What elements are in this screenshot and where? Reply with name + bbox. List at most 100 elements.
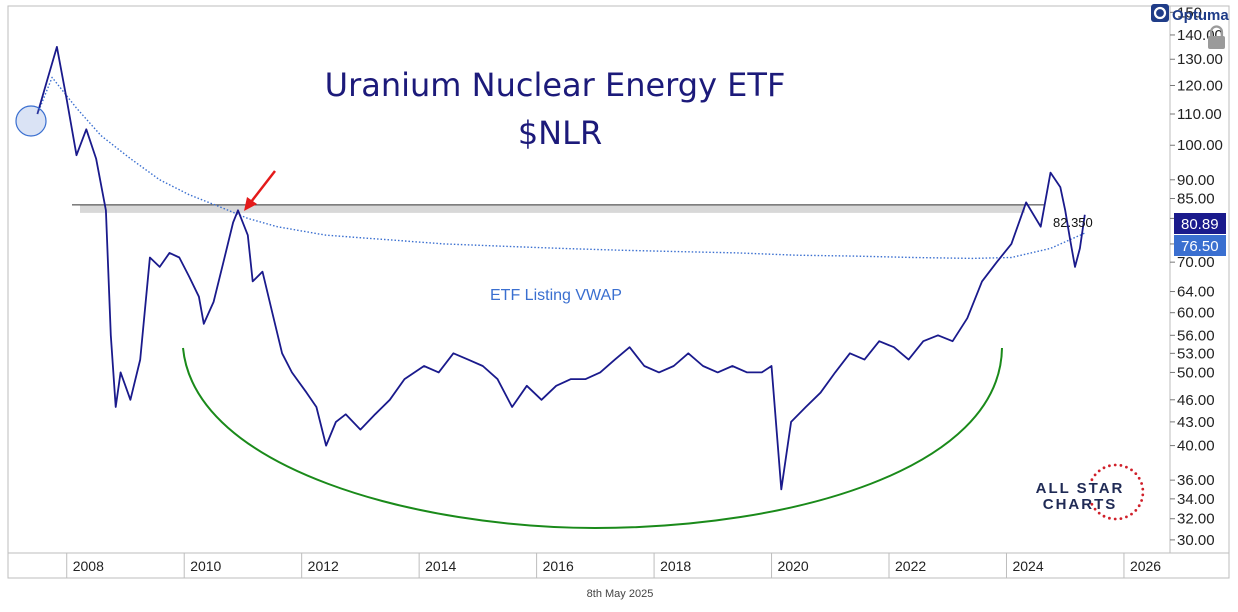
vwap-point-20 bbox=[913, 257, 915, 259]
star-dot-6 bbox=[1119, 464, 1123, 467]
star-dot-0 bbox=[1090, 478, 1094, 482]
y-tick-label-2: 34.00 bbox=[1177, 491, 1215, 508]
price-point-76 bbox=[952, 340, 954, 342]
price-point-27 bbox=[271, 312, 273, 314]
price-point-63 bbox=[771, 365, 773, 367]
star-ring-icon bbox=[1090, 463, 1145, 521]
price-point-50 bbox=[585, 378, 587, 380]
star-dot-10 bbox=[1137, 476, 1141, 480]
vwap-point-12 bbox=[443, 243, 445, 245]
price-point-72 bbox=[893, 346, 895, 348]
x-tick-label-6: 2020 bbox=[778, 558, 809, 574]
vwap-point-24 bbox=[1084, 232, 1086, 234]
star-dot-18 bbox=[1125, 515, 1128, 519]
vwap-last-label: 76.50 bbox=[1181, 238, 1219, 255]
price-point-70 bbox=[864, 359, 866, 361]
star-dot-21 bbox=[1108, 516, 1111, 520]
price-point-25 bbox=[252, 281, 254, 283]
price-point-74 bbox=[922, 340, 924, 342]
price-point-79 bbox=[996, 261, 998, 263]
price-point-71 bbox=[878, 340, 880, 342]
price-point-8 bbox=[110, 334, 112, 336]
price-point-36 bbox=[374, 413, 376, 415]
price-point-32 bbox=[325, 445, 327, 447]
price-point-62 bbox=[761, 372, 763, 374]
price-point-81 bbox=[1025, 202, 1027, 204]
star-dot-19 bbox=[1119, 517, 1123, 520]
y-tick-label-20: 130.00 bbox=[1177, 51, 1223, 68]
price-point-44 bbox=[497, 378, 499, 380]
y-tick-label-22: 150 bbox=[1177, 4, 1202, 21]
y-tick-label-16: 90.00 bbox=[1177, 172, 1215, 189]
price-point-86 bbox=[1069, 239, 1071, 241]
vwap-point-16 bbox=[678, 251, 680, 253]
peak-arrow-icon bbox=[244, 170, 276, 211]
price-point-66 bbox=[805, 406, 807, 408]
price-point-3 bbox=[66, 99, 68, 101]
price-point-87 bbox=[1074, 266, 1076, 268]
price-point-73 bbox=[908, 359, 910, 361]
vwap-point-13 bbox=[501, 245, 503, 247]
vwap-point-18 bbox=[795, 254, 797, 256]
x-tick-label-5: 2018 bbox=[660, 558, 691, 574]
price-point-26 bbox=[262, 271, 264, 273]
brand-name: Optuma bbox=[1172, 7, 1229, 24]
price-point-84 bbox=[1059, 186, 1061, 188]
rounding-bottom-arc bbox=[182, 347, 1003, 530]
vwap-annotation: ETF Listing VWAP bbox=[490, 287, 622, 304]
price-point-24 bbox=[247, 234, 249, 236]
vwap-point-17 bbox=[736, 252, 738, 254]
star-dot-16 bbox=[1134, 509, 1138, 512]
price-point-85 bbox=[1064, 209, 1066, 211]
vwap-point-22 bbox=[1011, 257, 1013, 259]
y-tick-label-17: 100.00 bbox=[1177, 137, 1223, 154]
x-tick-label-4: 2016 bbox=[543, 558, 574, 574]
price-point-28 bbox=[281, 352, 283, 354]
watermark-line2: CHARTS bbox=[1043, 496, 1118, 513]
y-tick-label-7: 50.00 bbox=[1177, 364, 1215, 381]
price-point-6 bbox=[95, 158, 97, 160]
vwap-point-2 bbox=[76, 107, 78, 109]
x-tick-label-2: 2012 bbox=[308, 558, 339, 574]
price-point-20 bbox=[213, 301, 215, 303]
star-dot-2 bbox=[1097, 469, 1101, 473]
footer-date: 8th May 2025 bbox=[587, 588, 654, 600]
vwap-point-1 bbox=[51, 77, 53, 79]
price-point-12 bbox=[139, 359, 141, 361]
price-point-47 bbox=[541, 399, 543, 401]
price-point-29 bbox=[291, 372, 293, 374]
y-tick-label-10: 60.00 bbox=[1177, 305, 1215, 322]
star-dot-20 bbox=[1113, 517, 1117, 521]
chart-title: Uranium Nuclear Energy ETF bbox=[325, 66, 786, 104]
price-point-33 bbox=[335, 421, 337, 423]
y-tick-label-0: 30.00 bbox=[1177, 532, 1215, 549]
price-point-35 bbox=[360, 429, 362, 431]
last-price-tag bbox=[1174, 213, 1226, 234]
price-point-54 bbox=[643, 365, 645, 367]
price-point-45 bbox=[511, 406, 513, 408]
chart-frame bbox=[7, 5, 1230, 579]
lock-icon[interactable] bbox=[1208, 25, 1225, 50]
y-tick-label-8: 53.00 bbox=[1177, 345, 1215, 362]
price-point-43 bbox=[482, 365, 484, 367]
watermark-line1: ALL STAR bbox=[1036, 480, 1125, 497]
chart-subtitle: $NLR bbox=[518, 114, 602, 152]
price-point-52 bbox=[614, 359, 616, 361]
price-point-58 bbox=[702, 365, 704, 367]
vwap-point-14 bbox=[560, 248, 562, 250]
y-tick-label-12: 70.00 bbox=[1177, 254, 1215, 271]
star-dot-4 bbox=[1108, 464, 1111, 468]
vwap-point-6 bbox=[188, 194, 190, 196]
vwap-point-5 bbox=[159, 179, 161, 181]
y-tick-label-6: 46.00 bbox=[1177, 392, 1215, 409]
resistance-level bbox=[72, 204, 1045, 213]
y-tick-label-4: 40.00 bbox=[1177, 438, 1215, 455]
price-point-60 bbox=[732, 365, 734, 367]
star-dot-9 bbox=[1134, 472, 1138, 475]
star-dot-14 bbox=[1140, 499, 1143, 502]
price-point-78 bbox=[981, 281, 983, 283]
star-dot-5 bbox=[1113, 463, 1117, 467]
price-point-69 bbox=[849, 352, 851, 354]
x-axis-ticks: 2008 2010 2012 2014 2016 2018 2020 2022 2024 2026 bbox=[66, 553, 1161, 578]
x-tick-label-1: 2010 bbox=[190, 558, 221, 574]
